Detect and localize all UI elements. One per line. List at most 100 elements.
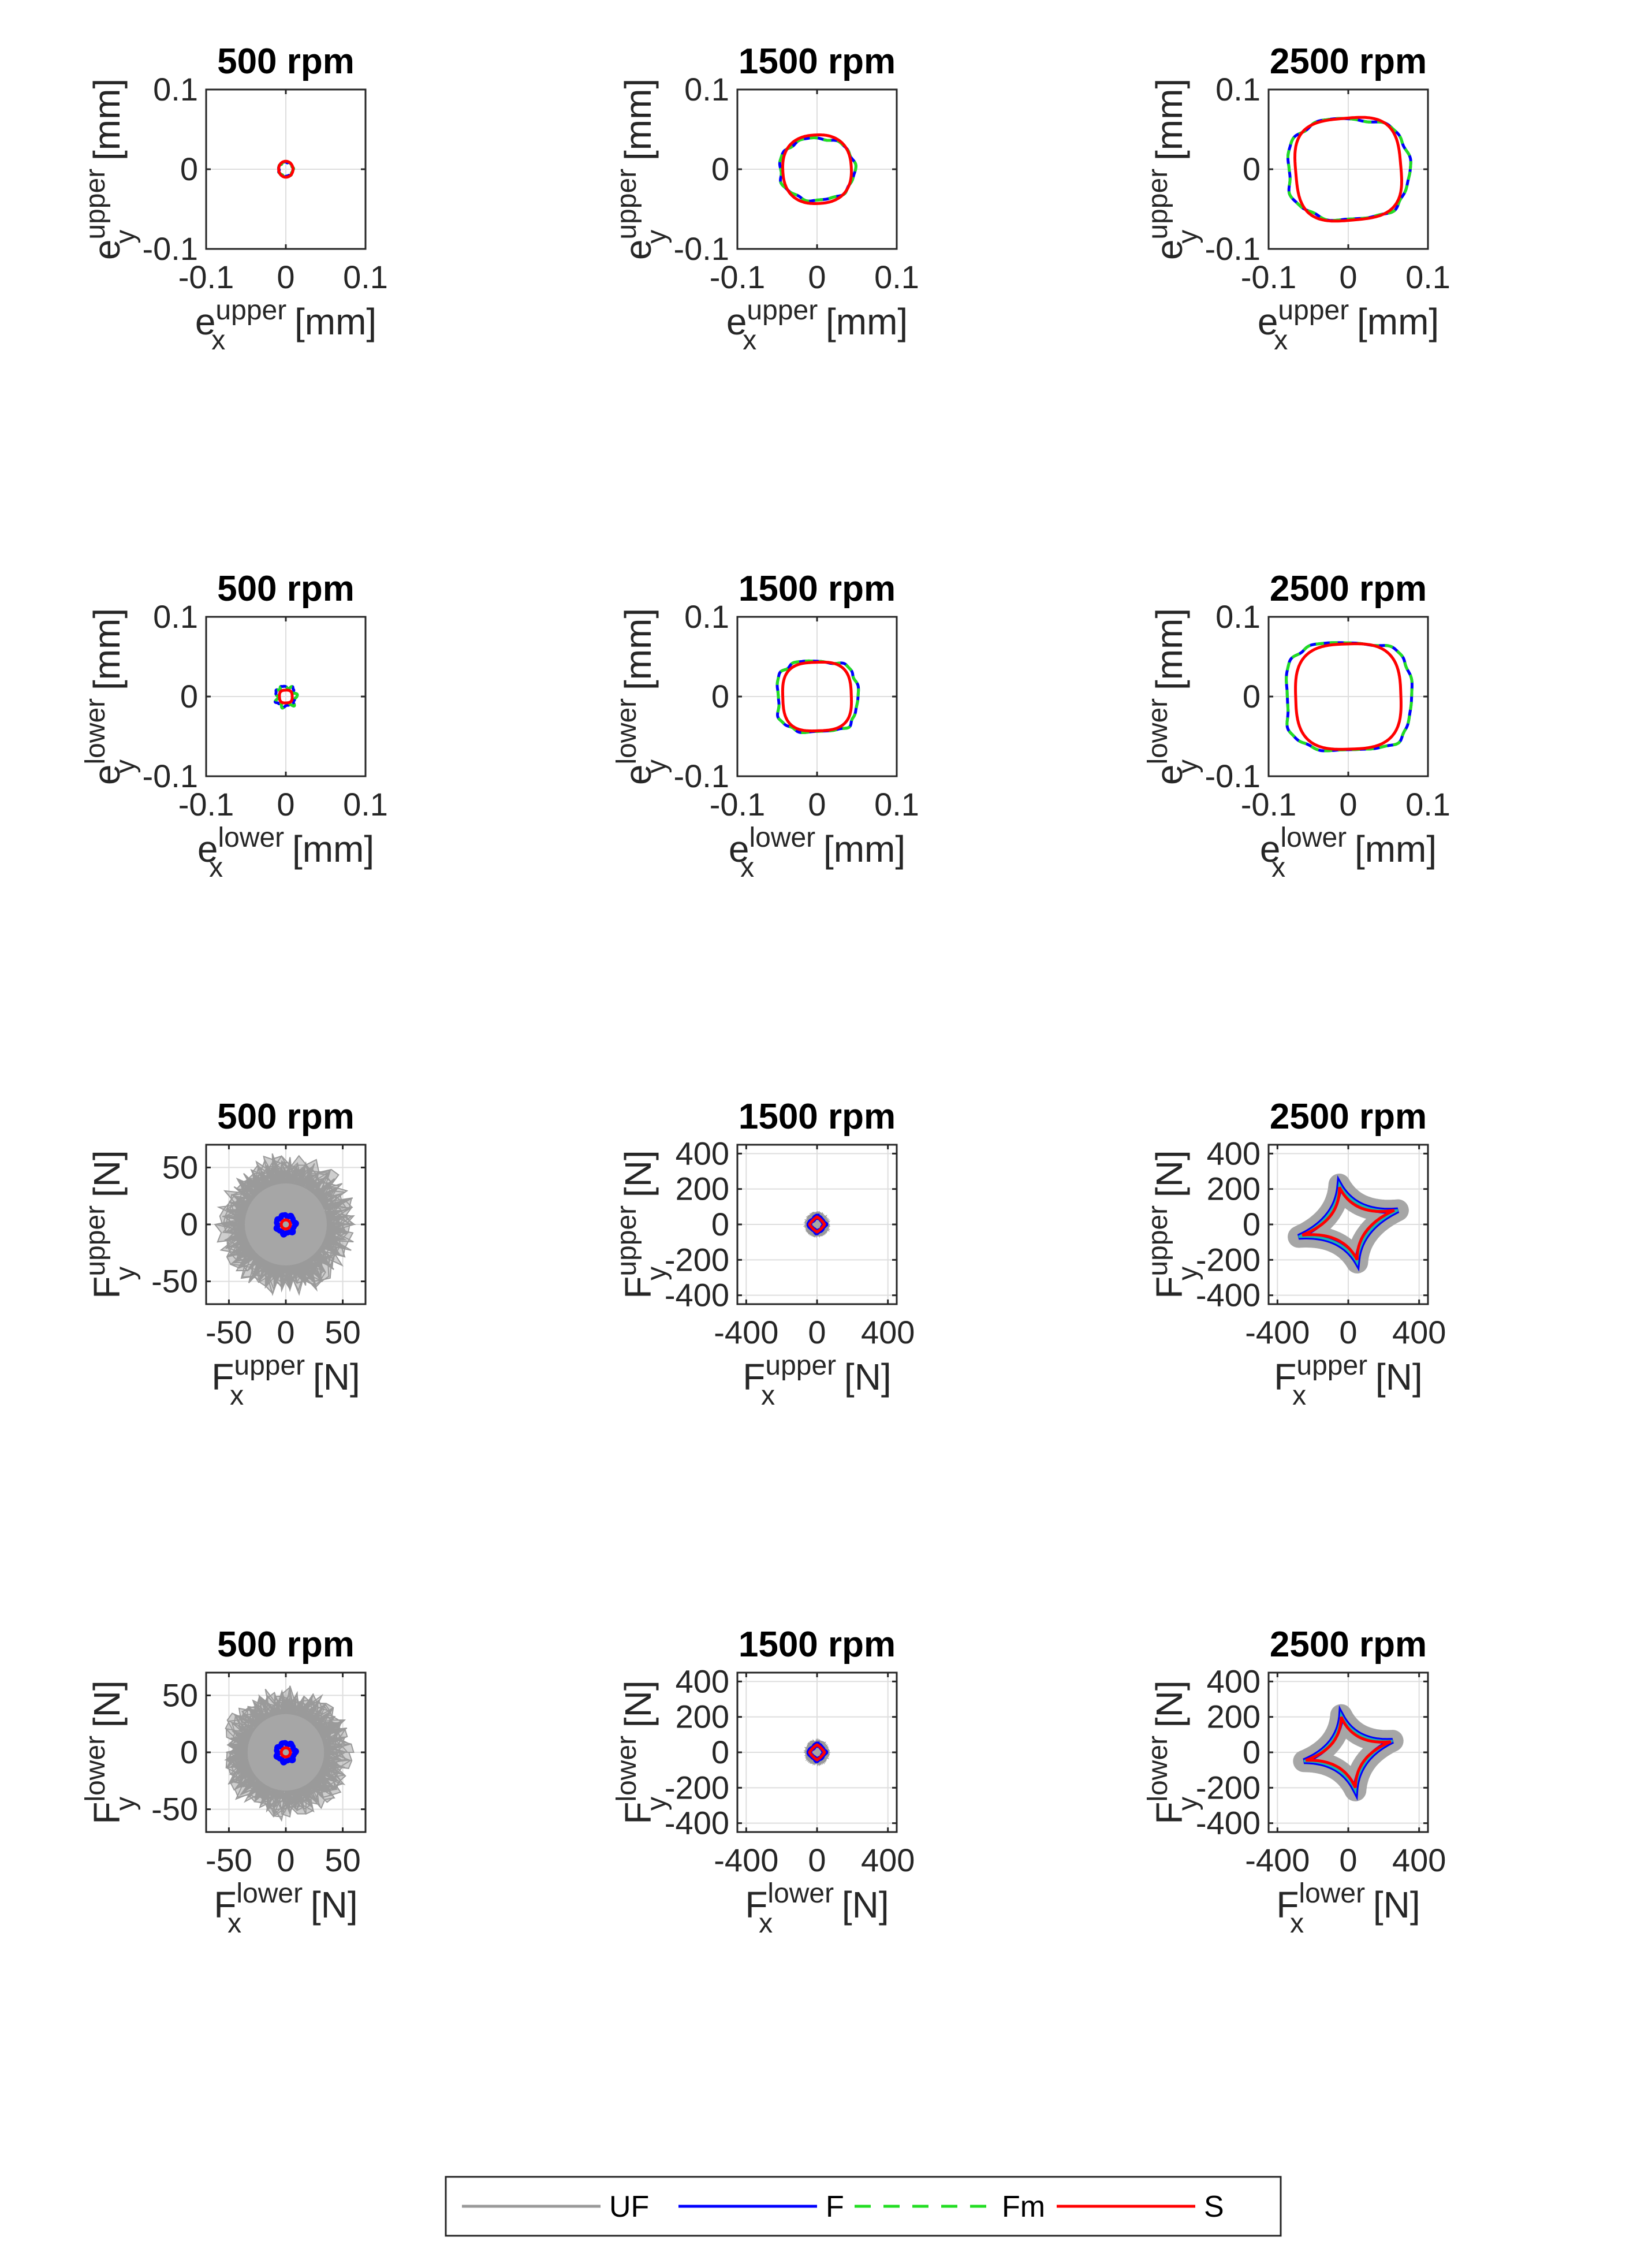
series-Fm bbox=[775, 659, 860, 734]
subplot-title: 2500 rpm bbox=[1270, 1625, 1427, 1665]
y-tick-label: 400 bbox=[676, 1663, 729, 1699]
legend: UF F Fm S bbox=[445, 2176, 1282, 2237]
x-axis-label: elower x [mm] bbox=[729, 822, 905, 883]
y-tick-label: 0 bbox=[180, 151, 198, 187]
subplot-2: -0.1 0 0.1 -0.1 0 0.1 1500 rpm eupper x [mm] eupp… bbox=[611, 42, 919, 356]
x-tick-label: 0 bbox=[1339, 786, 1357, 822]
y-axis-label-group: euppery [mm] bbox=[80, 79, 141, 260]
series-Fm bbox=[273, 684, 299, 710]
subplot-title: 1500 rpm bbox=[739, 1097, 896, 1137]
x-tick-label: 0 bbox=[808, 786, 826, 822]
x-tick-label: 0 bbox=[277, 786, 294, 822]
subplot-7: -50 0 50 -50 0 50 500 rpm Fupper x [N] Fuppery [N… bbox=[80, 1097, 367, 1411]
series-Fm bbox=[1298, 1181, 1399, 1267]
y-tick-label: 0 bbox=[711, 1206, 729, 1242]
x-tick-label: 400 bbox=[1392, 1842, 1446, 1878]
subplot-title: 1500 rpm bbox=[739, 42, 896, 81]
y-tick-label: 0 bbox=[711, 678, 729, 714]
series-F bbox=[273, 1212, 299, 1238]
y-tick-label: -200 bbox=[665, 1769, 729, 1805]
y-tick-label: -50 bbox=[151, 1263, 198, 1300]
x-tick-label: 0 bbox=[808, 1842, 826, 1878]
y-axis-label: Flowery [N] bbox=[611, 1680, 672, 1824]
series-S bbox=[1302, 1186, 1395, 1261]
y-tick-label: 0 bbox=[180, 1206, 198, 1242]
y-tick-label: -200 bbox=[665, 1241, 729, 1278]
series-S bbox=[808, 1743, 826, 1762]
y-axis-label-group: Fuppery [N] bbox=[611, 1150, 672, 1298]
y-tick-label: 0 bbox=[1243, 151, 1261, 187]
x-axis-label: Fupper x [N] bbox=[1274, 1350, 1422, 1411]
x-tick-label: 400 bbox=[861, 1842, 915, 1878]
x-tick-label: 0 bbox=[277, 259, 294, 295]
series-F bbox=[273, 1740, 299, 1766]
series-S bbox=[808, 1215, 826, 1234]
x-axis-label: Flower x [N] bbox=[214, 1878, 357, 1939]
x-tick-label: -0.1 bbox=[710, 259, 766, 295]
y-tick-label: 0 bbox=[180, 678, 198, 714]
subplot-title: 500 rpm bbox=[217, 1097, 355, 1137]
y-tick-label: 0 bbox=[711, 151, 729, 187]
y-axis-label-group: Flowery [N] bbox=[80, 1680, 141, 1824]
series-S bbox=[277, 159, 294, 179]
x-tick-label: 0 bbox=[277, 1314, 294, 1350]
series-S bbox=[781, 660, 853, 733]
series-UF-core bbox=[247, 1714, 325, 1791]
y-tick-label: 0.1 bbox=[153, 598, 198, 635]
x-tick-label: -400 bbox=[1245, 1314, 1310, 1350]
y-axis-label: Flowery [N] bbox=[1143, 1680, 1203, 1824]
y-tick-label: -400 bbox=[665, 1277, 729, 1313]
series-Fm bbox=[1303, 1711, 1393, 1795]
y-axis-label: euppery [mm] bbox=[611, 79, 672, 260]
x-axis-label: Fupper x [N] bbox=[211, 1350, 360, 1411]
series-UF-core bbox=[245, 1183, 327, 1265]
x-tick-label: 400 bbox=[861, 1314, 915, 1350]
y-axis-label: Fuppery [N] bbox=[1143, 1150, 1203, 1298]
x-tick-label: 0 bbox=[808, 1314, 826, 1350]
x-tick-label: 0 bbox=[277, 1842, 294, 1878]
subplot-title: 2500 rpm bbox=[1270, 42, 1427, 81]
y-axis-label-group: Flowery [N] bbox=[611, 1680, 672, 1824]
x-tick-label: -50 bbox=[206, 1314, 252, 1350]
y-tick-label: 200 bbox=[676, 1699, 729, 1735]
x-tick-label: 50 bbox=[325, 1314, 360, 1350]
series-S bbox=[781, 133, 853, 205]
y-axis-label: Fuppery [N] bbox=[611, 1150, 672, 1298]
subplot-title: 500 rpm bbox=[217, 569, 355, 609]
legend-label-F: F bbox=[826, 2190, 844, 2224]
x-tick-label: -0.1 bbox=[178, 259, 234, 295]
y-axis-label-group: euppery [mm] bbox=[1143, 79, 1203, 260]
legend-label-S: S bbox=[1204, 2190, 1224, 2224]
x-tick-label: -400 bbox=[714, 1314, 778, 1350]
y-tick-label: -0.1 bbox=[143, 230, 199, 267]
subplot-title: 1500 rpm bbox=[739, 569, 896, 609]
subplot-title: 500 rpm bbox=[217, 1625, 355, 1665]
subplot-1: -0.1 0 0.1 -0.1 0 0.1 500 rpm eupper x [mm] euppe… bbox=[80, 42, 388, 356]
series-Fm bbox=[1285, 641, 1414, 753]
y-tick-label: -50 bbox=[151, 1791, 198, 1827]
x-tick-label: -400 bbox=[1245, 1842, 1310, 1878]
y-axis-label-group: Fuppery [N] bbox=[1143, 1150, 1203, 1298]
y-axis-label: elowery [mm] bbox=[611, 608, 672, 785]
x-tick-label: -0.1 bbox=[178, 786, 234, 822]
x-tick-label: 0 bbox=[808, 259, 826, 295]
x-tick-label: 0.1 bbox=[1405, 786, 1450, 822]
y-tick-label: -0.1 bbox=[1205, 230, 1261, 267]
y-tick-label: 0.1 bbox=[684, 598, 729, 635]
x-tick-label: -0.1 bbox=[1241, 786, 1297, 822]
legend-label-Fm: Fm bbox=[1002, 2190, 1045, 2224]
series-S bbox=[1293, 116, 1404, 223]
y-tick-label: 0.1 bbox=[1215, 71, 1261, 107]
y-tick-label: 0 bbox=[180, 1734, 198, 1770]
x-axis-label: Flower x [N] bbox=[745, 1878, 889, 1939]
y-tick-label: 0 bbox=[711, 1734, 729, 1770]
x-axis-label: Fupper x [N] bbox=[743, 1350, 891, 1411]
series-S bbox=[278, 688, 294, 705]
